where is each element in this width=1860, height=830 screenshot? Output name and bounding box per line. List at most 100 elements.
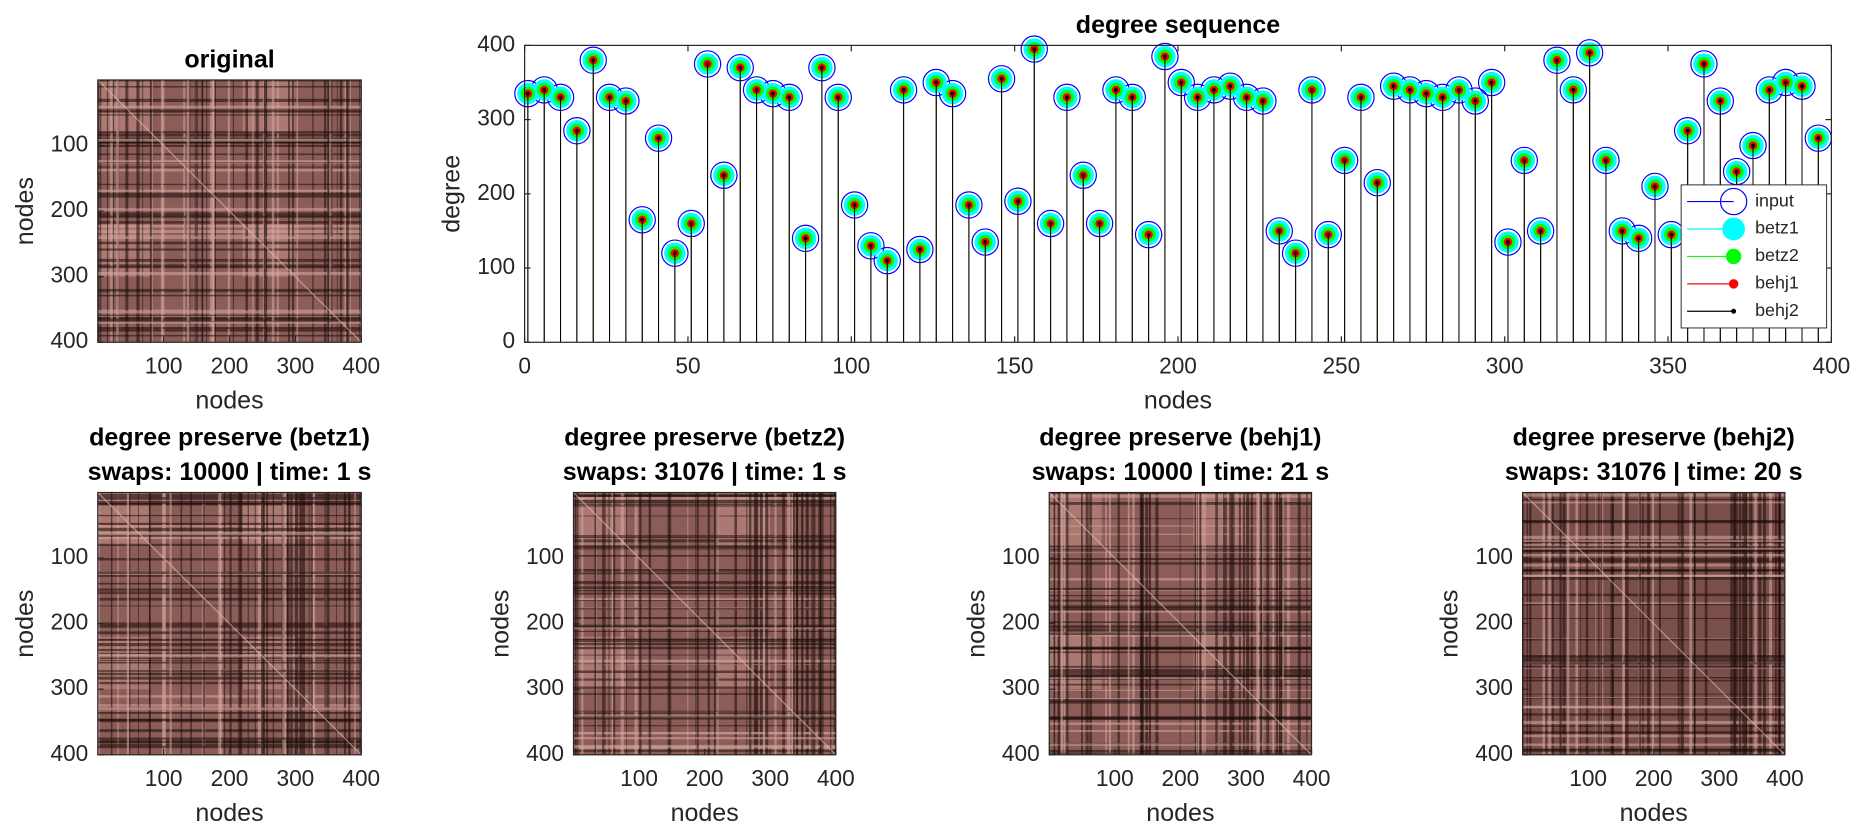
marker [1244,95,1249,100]
x-axis-label: nodes [195,386,263,414]
y-axis-label: nodes [1436,590,1464,658]
x-axis-label: nodes [1146,799,1214,827]
marker [574,128,579,133]
x-tick-label: 300 [277,352,315,378]
marker [803,236,808,241]
marker [1522,158,1527,163]
x-tick-label: 400 [817,765,855,791]
marker [1130,95,1135,100]
y-axis-label: degree [438,155,466,233]
marker [1473,99,1478,103]
heatmap [1522,492,1785,755]
marker [999,76,1004,81]
marker [950,91,955,96]
marker [1440,95,1445,100]
y-tick-label: 300 [526,674,564,700]
marker [558,95,563,100]
x-axis-label: nodes [1144,386,1212,414]
y-tick-label: 400 [50,740,88,766]
marker [607,95,612,100]
y-tick-label: 200 [1002,609,1040,635]
x-tick-label: 100 [832,352,870,378]
marker [1620,229,1625,233]
marker [1571,88,1576,92]
marker [770,91,775,96]
marker [1048,221,1053,226]
marker [901,88,906,92]
marker [787,95,792,100]
marker [1228,84,1233,89]
chart-title: swaps: 10000 | time: 1 s [88,458,372,486]
marker [1653,184,1657,189]
axes-box [572,491,837,756]
y-tick-label: 300 [1475,674,1513,700]
marker [1718,99,1723,103]
series-1 [517,38,1830,343]
marker [1016,199,1020,204]
y-tick-label: 300 [1002,674,1040,700]
marker [591,58,596,63]
heatmap-diagonal [573,492,836,755]
chart-title: swaps: 10000 | time: 21 s [1032,458,1330,486]
marker [1555,58,1559,63]
marker [754,88,759,92]
chart-title: swaps: 31076 | time: 1 s [563,458,847,486]
marker [623,99,628,103]
y-axis-label: nodes [11,177,39,245]
x-tick-label: 150 [996,352,1034,378]
marker [1179,80,1184,85]
marker [1685,128,1690,133]
x-tick-label: 200 [1159,352,1197,378]
marker [1097,221,1102,226]
x-tick-label: 400 [342,352,380,378]
series-3 [523,44,1823,343]
marker [1800,84,1804,89]
x-tick-label: 200 [211,352,249,378]
x-tick-label: 300 [751,765,789,791]
x-tick-label: 100 [1569,765,1607,791]
x-axis-label: nodes [195,799,263,827]
marker [1293,251,1298,256]
x-tick-label: 400 [1812,352,1850,378]
marker [689,221,694,226]
axes-box [97,491,362,756]
marker [1751,143,1755,148]
series-4 [525,47,1821,343]
y-tick-label: 200 [1475,609,1513,635]
marker [640,217,645,222]
x-tick-label: 250 [1322,352,1360,378]
chart-title: original [184,45,274,73]
legend-label: behj1 [1755,273,1799,293]
marker [738,65,743,70]
marker [852,203,857,207]
x-tick-label: 200 [211,765,249,791]
axes-box [97,79,362,343]
x-tick-label: 100 [620,765,658,791]
y-tick-label: 200 [50,196,88,222]
marker [869,243,873,248]
marker [1587,50,1592,55]
axes-box [524,44,1832,343]
chart-title: degree preserve (betz2) [564,423,845,451]
y-tick-label: 400 [50,327,88,353]
marker [1114,88,1118,92]
y-tick-label: 300 [50,262,88,288]
axes-box [1521,491,1786,756]
heatmap-diagonal [97,492,362,755]
marker [1032,47,1037,52]
marker [1310,88,1314,92]
heatmap [573,492,836,755]
marker [1359,95,1363,100]
y-tick-label: 200 [50,609,88,635]
marker [1489,80,1494,85]
marker [1261,99,1265,103]
chart-title: degree sequence [1076,11,1280,39]
x-tick-label: 300 [1227,765,1265,791]
marker [1212,88,1216,92]
x-tick-label: 350 [1649,352,1687,378]
marker [1326,232,1331,237]
x-tick-label: 400 [1766,765,1804,791]
legend-label: betz1 [1755,218,1799,238]
y-tick-label: 400 [526,740,564,766]
marker [1636,236,1641,241]
